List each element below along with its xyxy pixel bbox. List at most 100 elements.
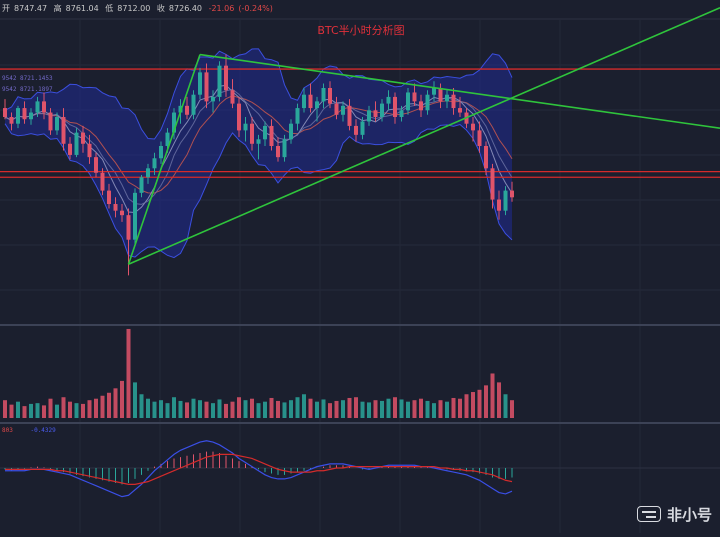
candle-body: [341, 106, 345, 115]
candle-body: [504, 191, 508, 211]
candle-body: [140, 177, 144, 193]
candle-body: [367, 110, 371, 121]
volume-bar: [185, 402, 189, 418]
volume-bar: [374, 400, 378, 418]
candle-body: [107, 191, 111, 204]
candle-body: [283, 139, 287, 157]
candle-body: [55, 117, 59, 130]
volume-bar: [62, 397, 66, 418]
candle-body: [393, 97, 397, 117]
volume-bar: [491, 373, 495, 418]
volume-bar: [283, 402, 287, 418]
volume-bar: [224, 404, 228, 418]
candle-body: [380, 104, 384, 117]
candle-body: [205, 72, 209, 101]
candle-body: [237, 104, 241, 131]
volume-bar: [367, 402, 371, 418]
candle-body: [185, 106, 189, 115]
volume-bar: [55, 405, 59, 418]
candle-body: [276, 146, 280, 157]
volume-bar: [471, 392, 475, 418]
candle-body: [159, 146, 163, 158]
volume-bar: [75, 403, 79, 418]
volume-bar: [478, 390, 482, 418]
volume-bar: [88, 400, 92, 418]
volume-bar: [250, 399, 254, 418]
volume-bar: [458, 399, 462, 418]
candle-body: [458, 108, 462, 112]
volume-bar: [101, 396, 105, 418]
volume-bar: [127, 329, 131, 418]
candle-body: [289, 124, 293, 140]
candle-body: [445, 95, 449, 102]
candle-body: [406, 92, 410, 110]
volume-bar: [354, 397, 358, 418]
volume-bar: [231, 402, 235, 418]
change-percent: (-0.24%): [238, 4, 273, 13]
candle-body: [413, 92, 417, 101]
watermark: 非小号: [637, 503, 712, 525]
feixiaohao-logo-icon: [637, 506, 661, 522]
volume-bar: [114, 388, 118, 418]
volume-bar: [120, 381, 124, 418]
volume-bar: [497, 382, 501, 418]
volume-bar: [413, 400, 417, 418]
volume-bar: [322, 399, 326, 418]
volume-bar: [198, 400, 202, 418]
volume-bar: [426, 401, 430, 418]
chart-title: BTC半小时分析图: [296, 22, 426, 38]
candle-body: [497, 200, 501, 211]
candle-body: [88, 144, 92, 157]
candle-body: [270, 126, 274, 146]
candle-body: [328, 88, 332, 104]
candle-body: [263, 126, 267, 139]
volume-bar: [276, 401, 280, 418]
volume-bar: [419, 399, 423, 418]
candle-body: [471, 124, 475, 131]
volume-bar: [328, 403, 332, 418]
volume-bar: [406, 402, 410, 418]
volume-bar: [81, 404, 85, 418]
candle-body: [335, 104, 339, 115]
high-value: 8761.04: [66, 4, 99, 13]
candle-body: [133, 193, 137, 240]
candle-body: [510, 191, 514, 198]
macd-legend-value: 803: [2, 427, 13, 434]
volume-bar: [309, 399, 313, 418]
candle-body: [68, 144, 72, 155]
low-label: 低: [105, 4, 113, 13]
volume-bar: [192, 399, 196, 418]
volume-bar: [10, 405, 14, 418]
volume-bar: [335, 401, 339, 418]
change-value: -21.06: [209, 4, 235, 13]
volume-bar: [179, 401, 183, 418]
candle-body: [42, 101, 46, 112]
volume-bar: [237, 397, 241, 418]
volume-bar: [107, 393, 111, 418]
volume-bar: [315, 402, 319, 418]
candle-body: [257, 139, 261, 143]
volume-bar: [16, 402, 20, 418]
candle-body: [302, 95, 306, 108]
candle-body: [387, 97, 391, 104]
volume-bar: [205, 402, 209, 418]
volume-bar: [159, 400, 163, 418]
candle-body: [322, 88, 326, 101]
candle-body: [114, 204, 118, 211]
candle-body: [29, 113, 33, 120]
volume-bar: [49, 399, 53, 418]
candle-body: [426, 95, 430, 111]
candle-body: [296, 108, 300, 124]
candle-body: [354, 126, 358, 135]
candle-body: [120, 211, 124, 215]
volume-bar: [172, 397, 176, 418]
candle-body: [16, 108, 20, 124]
macd-legend: 803 -0.4329: [2, 427, 56, 434]
candle-body: [439, 88, 443, 101]
volume-bar: [380, 401, 384, 418]
candle-body: [10, 117, 14, 124]
volume-bar: [153, 402, 157, 418]
volume-bar: [94, 399, 98, 418]
